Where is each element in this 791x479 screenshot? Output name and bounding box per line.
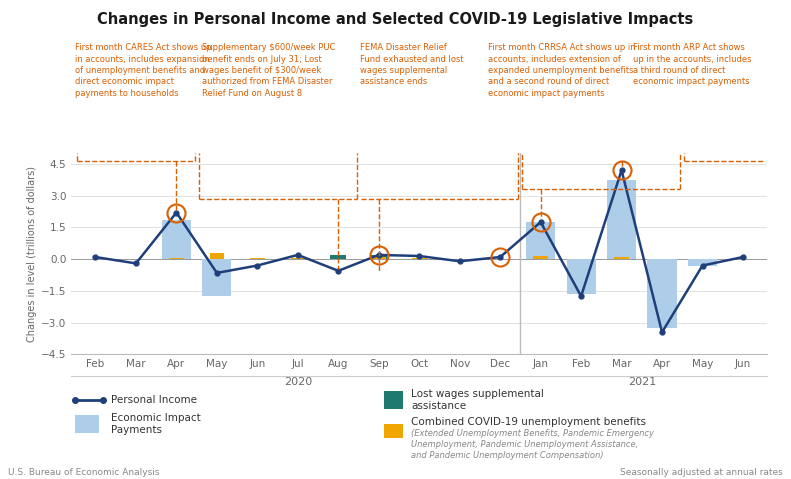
Text: U.S. Bureau of Economic Analysis: U.S. Bureau of Economic Analysis bbox=[8, 468, 160, 477]
Bar bbox=[615, 257, 629, 259]
Bar bbox=[210, 253, 224, 259]
Text: 2020: 2020 bbox=[284, 376, 312, 387]
Text: Lost wages supplemental
assistance: Lost wages supplemental assistance bbox=[411, 389, 544, 411]
Bar bbox=[688, 259, 717, 265]
Bar bbox=[648, 259, 676, 328]
Text: Supplementary $600/week PUC
benefit ends on July 31; Lost
wages benefit of $300/: Supplementary $600/week PUC benefit ends… bbox=[202, 43, 335, 98]
Text: (Extended Unemployment Benefits, Pandemic Emergency
Unemployment, Pandemic Unemp: (Extended Unemployment Benefits, Pandemi… bbox=[411, 429, 654, 460]
Text: Seasonally adjusted at annual rates: Seasonally adjusted at annual rates bbox=[620, 468, 783, 477]
Text: FEMA Disaster Relief
Fund exhausted and lost
wages supplemental
assistance ends: FEMA Disaster Relief Fund exhausted and … bbox=[360, 43, 464, 87]
Bar bbox=[607, 180, 636, 259]
Bar bbox=[533, 256, 548, 259]
Bar bbox=[202, 259, 232, 296]
Text: 2021: 2021 bbox=[628, 376, 656, 387]
Text: First month ARP Act shows
up in the accounts, includes
a third round of direct
e: First month ARP Act shows up in the acco… bbox=[633, 43, 751, 87]
Bar bbox=[371, 255, 387, 259]
Text: Personal Income: Personal Income bbox=[111, 395, 197, 405]
Bar bbox=[566, 259, 596, 294]
Bar bbox=[169, 258, 184, 259]
Bar bbox=[290, 258, 305, 259]
Text: Changes in Personal Income and Selected COVID-19 Legislative Impacts: Changes in Personal Income and Selected … bbox=[97, 12, 694, 27]
Text: Economic Impact
Payments: Economic Impact Payments bbox=[111, 413, 200, 435]
Text: First month CARES Act shows up
in accounts, includes expansion
of unemployment b: First month CARES Act shows up in accoun… bbox=[75, 43, 212, 98]
Bar bbox=[162, 220, 191, 259]
Bar bbox=[526, 222, 555, 259]
Y-axis label: Changes in level (trillions of dollars): Changes in level (trillions of dollars) bbox=[27, 166, 37, 342]
Text: Combined COVID-19 unemployment benefits: Combined COVID-19 unemployment benefits bbox=[411, 417, 646, 427]
Bar bbox=[372, 257, 386, 259]
Text: First month CRRSA Act shows up in
accounts, includes extension of
expanded unemp: First month CRRSA Act shows up in accoun… bbox=[488, 43, 636, 98]
Bar bbox=[250, 258, 265, 259]
Bar bbox=[331, 255, 346, 259]
Bar bbox=[412, 258, 426, 259]
